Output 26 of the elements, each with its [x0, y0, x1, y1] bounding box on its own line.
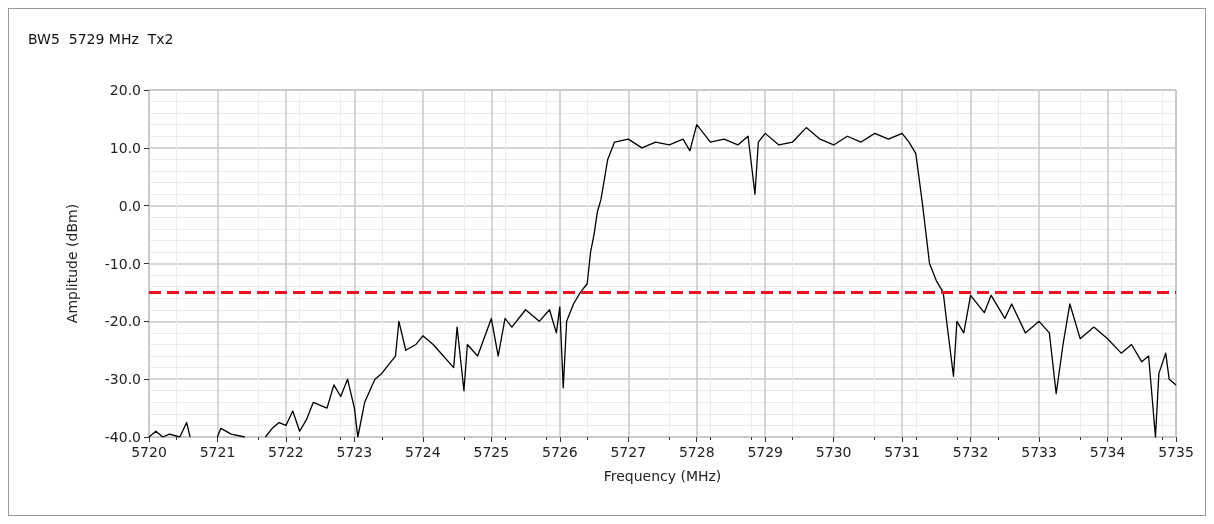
x-tick-label: 5731 — [884, 444, 920, 460]
x-tick-label: 5735 — [1158, 444, 1194, 460]
x-tick-label: 5732 — [952, 444, 989, 460]
x-tick-label: 5726 — [541, 444, 578, 460]
x-tick-label: 5733 — [1021, 444, 1057, 460]
y-tick-label: -30.0 — [104, 371, 141, 388]
x-tick-label: 5721 — [199, 444, 236, 460]
x-tick-label: 5729 — [747, 444, 784, 460]
y-tick-label: -10.0 — [104, 255, 141, 272]
x-tick-label: 5728 — [678, 444, 715, 460]
y-tick-label: 20.0 — [109, 82, 141, 98]
x-tick-label: 5727 — [610, 444, 647, 460]
x-tick-label: 5730 — [815, 444, 852, 460]
chart-title: BW5 5729 MHz Tx2 — [28, 31, 174, 47]
x-tick-label: 5723 — [336, 444, 373, 460]
x-axis-title: Frequency (MHz) — [603, 468, 722, 484]
x-tick-label: 5724 — [405, 444, 441, 460]
y-tick-label: 0.0 — [118, 197, 141, 214]
x-tick-label: 5725 — [473, 444, 510, 460]
y-tick-label: 10.0 — [109, 139, 141, 156]
x-tick-label: 5720 — [131, 444, 167, 460]
x-tick-label: 5734 — [1089, 444, 1126, 460]
y-tick-label: -20.0 — [104, 313, 141, 330]
x-tick-label: 5722 — [268, 444, 304, 460]
y-axis-title: Amplitude (dBm) — [64, 203, 80, 324]
y-tick-label: -40.0 — [104, 429, 141, 445]
